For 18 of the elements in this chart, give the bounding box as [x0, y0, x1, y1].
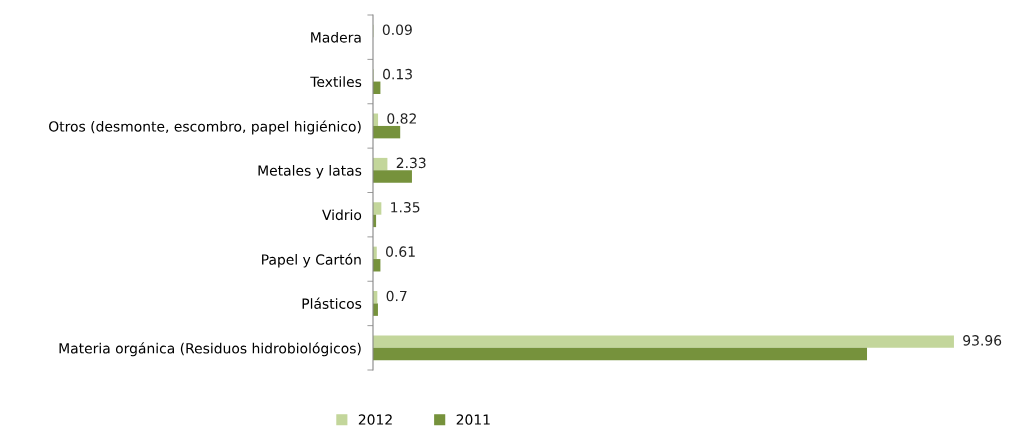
data-label: 1.35 [391, 202, 420, 213]
data-label: 93.96 [963, 335, 1002, 346]
data-label: 0.7 [386, 290, 407, 302]
y-tick-label: Vidrio [322, 209, 362, 221]
y-tick-label: Metales y latas [258, 165, 362, 179]
data-label: 0.82 [387, 113, 416, 124]
y-tick-label: Madera [311, 31, 361, 43]
data-label: 2.33 [396, 157, 426, 169]
data-label: 0.09 [382, 24, 412, 35]
data-label: 0.13 [383, 68, 412, 80]
legend-label: 2012 [358, 414, 392, 425]
y-tick-label: Papel y Cartón [262, 253, 361, 268]
y-tick-label: Textiles [310, 76, 362, 88]
y-tick-label: Plásticos [302, 297, 362, 309]
legend-label: 2011 [456, 414, 490, 425]
y-tick-label: Materia orgánica (Residuos hidrobiológicos) [59, 342, 361, 357]
data-label: 0.61 [386, 246, 415, 257]
y-tick-label: Otros (desmonte, escombro, papel higiénico) [49, 120, 361, 135]
